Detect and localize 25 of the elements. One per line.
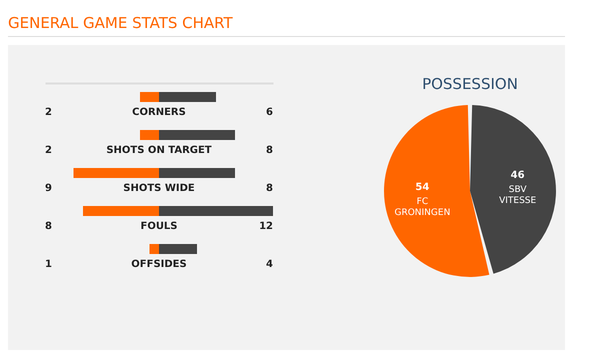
data-label: 6 — [266, 107, 274, 118]
pie-slice — [470, 105, 556, 274]
data-label: 9 — [45, 183, 52, 194]
y-tick-label: OFFSIDES — [131, 259, 187, 270]
data-label: 46 — [510, 170, 525, 181]
data-label: 8 — [266, 183, 274, 194]
chart-title: POSSESSION — [422, 75, 518, 93]
slice-label: SBV VITESSE — [499, 184, 536, 206]
chart-title: GENERAL GAME STATS CHART — [8, 14, 233, 32]
y-tick-label: CORNERS — [132, 107, 186, 118]
data-label: 8 — [266, 145, 274, 156]
data-label: 8 — [45, 221, 52, 232]
data-label: 2 — [45, 145, 52, 156]
slice-label: FC GRONINGEN — [394, 197, 450, 218]
data-label: 12 — [259, 221, 274, 232]
data-label: 2 — [45, 107, 52, 118]
pie-slice — [384, 105, 490, 277]
data-label: 54 — [415, 182, 430, 194]
y-tick-label: FOULS — [140, 221, 178, 232]
data-label: 1 — [45, 259, 52, 270]
data-label: 4 — [266, 259, 274, 270]
y-tick-label: SHOTS ON TARGET — [106, 145, 212, 156]
bar — [150, 244, 159, 254]
bar — [140, 130, 159, 140]
y-tick-label: SHOTS WIDE — [123, 183, 195, 194]
